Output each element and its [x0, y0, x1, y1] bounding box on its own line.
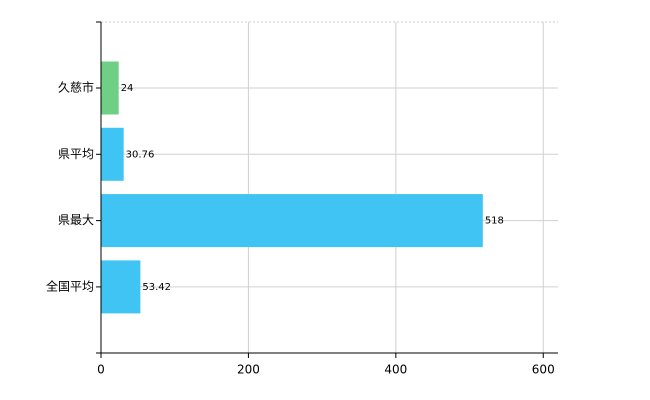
- value-label: 518: [485, 216, 504, 227]
- value-label: 53.42: [142, 282, 171, 293]
- x-tick-label: 600: [532, 363, 555, 377]
- y-tick-label: 県平均: [58, 147, 94, 161]
- value-label: 24: [121, 83, 134, 94]
- bar: [101, 260, 141, 314]
- x-tick-label: 200: [237, 363, 260, 377]
- bar: [101, 194, 483, 248]
- y-tick-label: 久慈市: [58, 80, 94, 95]
- y-tick-label: 全国平均: [46, 278, 94, 293]
- bar: [101, 127, 124, 181]
- bar: [101, 61, 119, 115]
- x-tick-label: 0: [97, 363, 105, 377]
- y-tick-label: 県最大: [58, 213, 94, 227]
- x-tick-label: 400: [384, 363, 407, 377]
- value-label: 30.76: [126, 149, 155, 160]
